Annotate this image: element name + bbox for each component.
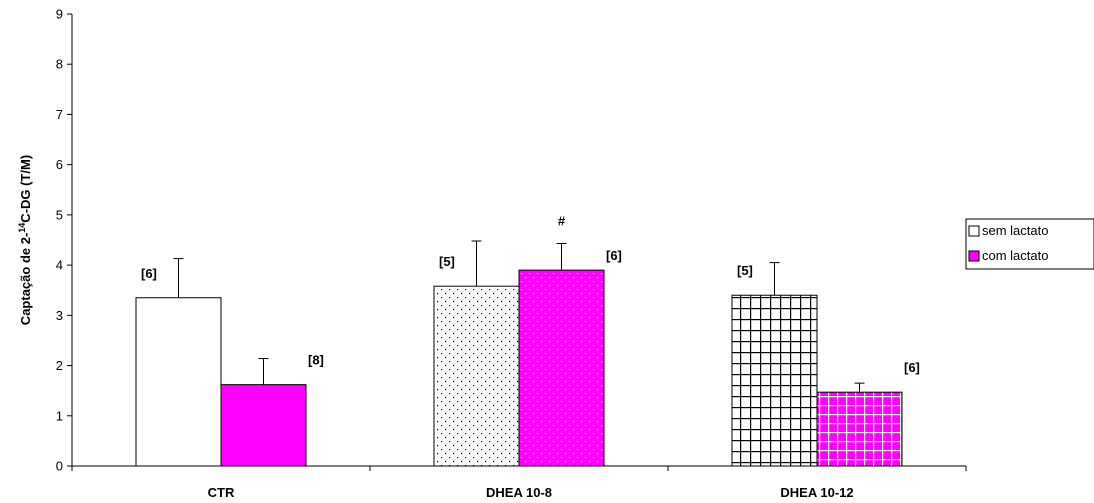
y-tick-label: 9 xyxy=(56,7,63,22)
bar-labels: [6] [5] [5] [8] [6] [6] xyxy=(141,248,920,375)
legend-label-sem-lactato: sem lactato xyxy=(982,223,1048,238)
bar-count-label: [5] xyxy=(439,254,455,269)
annotations: # xyxy=(558,214,566,229)
legend-swatch-sem-lactato xyxy=(968,225,980,237)
y-tick-label: 1 xyxy=(56,408,63,423)
bar-count-label: [8] xyxy=(308,353,324,368)
bar-count-label: [6] xyxy=(904,360,920,375)
category-label: DHEA 10-8 xyxy=(486,485,552,500)
bar xyxy=(433,285,520,467)
error-bars xyxy=(173,240,865,393)
bar-count-label: [5] xyxy=(737,263,753,278)
legend-swatch-com-lactato xyxy=(968,250,980,262)
y-tick-label: 8 xyxy=(56,57,63,72)
y-tick-label: 5 xyxy=(56,207,63,222)
bar xyxy=(518,269,605,467)
bar-count-label: [6] xyxy=(141,266,157,281)
category-label: CTR xyxy=(208,485,235,500)
category-labels: CTR DHEA 10-8 DHEA 10-12 xyxy=(208,485,854,500)
bars xyxy=(135,269,903,467)
y-axis-label: Captação de 2-14C-DG (T/M) xyxy=(17,155,33,325)
y-tick-label: 4 xyxy=(56,258,63,273)
y-ticks: 0 1 2 3 4 5 6 7 8 9 xyxy=(56,7,72,474)
bar xyxy=(135,297,222,467)
legend: sem lactato com lactato xyxy=(965,218,1094,270)
bar-count-label: [6] xyxy=(606,248,622,263)
bar xyxy=(220,384,307,467)
y-tick-label: 0 xyxy=(56,459,63,474)
bar xyxy=(731,294,818,467)
legend-box xyxy=(965,218,1094,270)
y-tick-label: 6 xyxy=(56,157,63,172)
y-tick-label: 7 xyxy=(56,107,63,122)
legend-label-com-lactato: com lactato xyxy=(982,248,1048,263)
category-label: DHEA 10-12 xyxy=(780,485,853,500)
y-tick-label: 3 xyxy=(56,308,63,323)
bar xyxy=(816,391,903,467)
significance-marker: # xyxy=(558,214,566,229)
y-tick-label: 2 xyxy=(56,358,63,373)
